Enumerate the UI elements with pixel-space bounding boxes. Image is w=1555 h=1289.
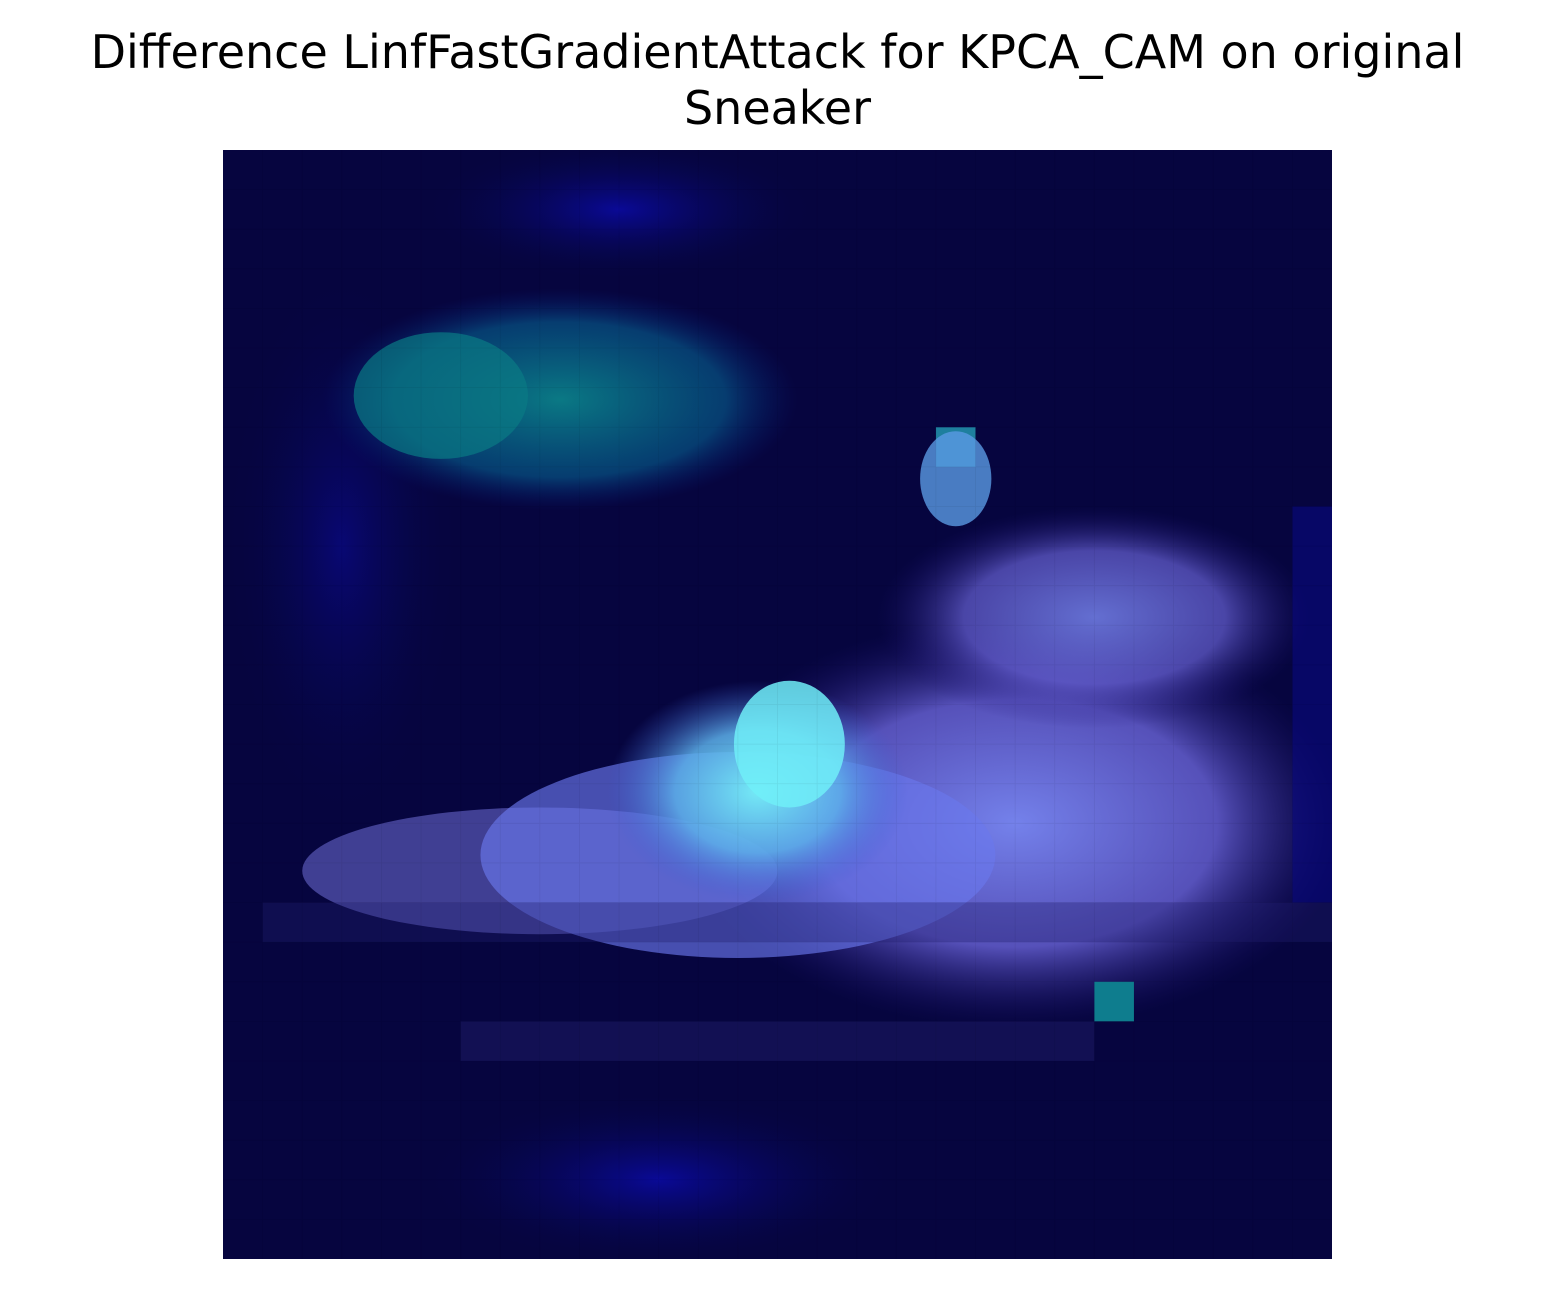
title-line-1: Difference LinfFastGradientAttack for KP… — [90, 25, 1465, 79]
heatmap-svg — [223, 150, 1332, 1259]
figure-title: Difference LinfFastGradientAttack for KP… — [0, 24, 1555, 136]
heatmap-image — [223, 150, 1332, 1259]
title-line-2: Sneaker — [683, 81, 872, 135]
